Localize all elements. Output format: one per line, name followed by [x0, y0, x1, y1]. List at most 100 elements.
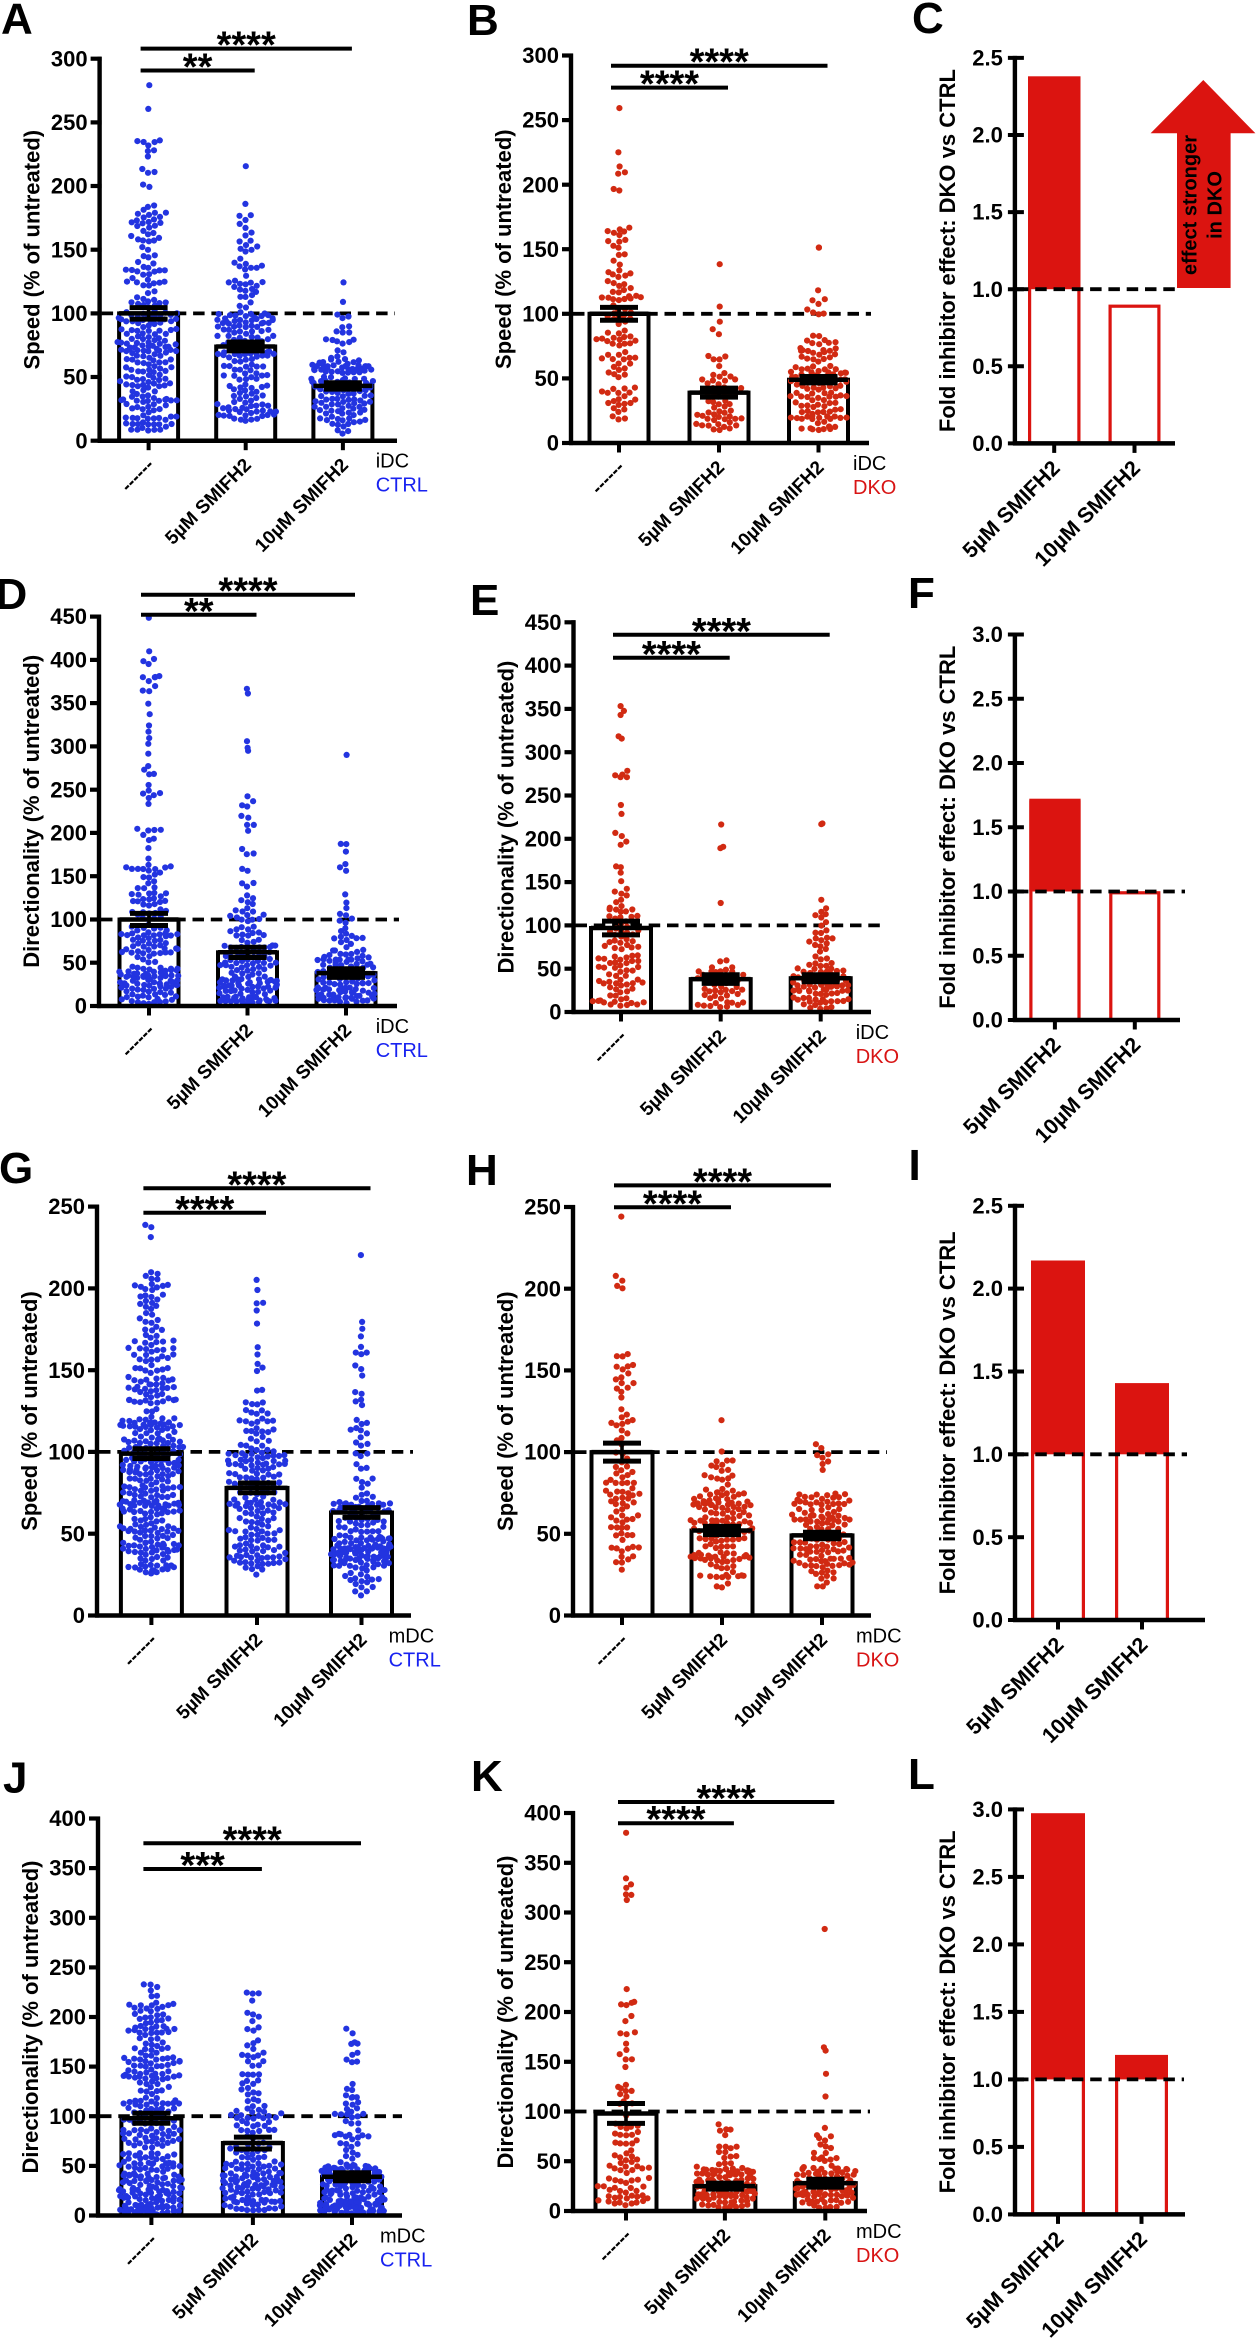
- svg-text:50: 50: [535, 366, 559, 391]
- svg-text:50: 50: [61, 1521, 85, 1546]
- svg-text:50: 50: [62, 2154, 86, 2179]
- svg-text:0.0: 0.0: [972, 1008, 1003, 1033]
- svg-text:Speed (% of untreated): Speed (% of untreated): [493, 1291, 518, 1531]
- svg-text:Speed (% of untreated): Speed (% of untreated): [20, 130, 45, 370]
- svg-text:100: 100: [522, 301, 559, 326]
- svg-text:0: 0: [73, 1603, 85, 1628]
- svg-text:1.0: 1.0: [972, 277, 1003, 302]
- svg-text:250: 250: [525, 783, 562, 808]
- svg-text:250: 250: [49, 1955, 86, 1980]
- svg-text:0: 0: [74, 2203, 86, 2228]
- svg-text:B: B: [467, 0, 499, 45]
- svg-text:CTRL: CTRL: [389, 1650, 441, 1672]
- svg-text:Fold inhibitor effect: DKO vs: Fold inhibitor effect: DKO vs CTRL: [935, 69, 960, 432]
- svg-text:F: F: [908, 569, 935, 618]
- svg-text:effect stronger: effect stronger: [1180, 135, 1202, 275]
- svg-text:Speed (% of untreated): Speed (% of untreated): [17, 1291, 42, 1531]
- svg-text:150: 150: [49, 2054, 86, 2079]
- svg-text:400: 400: [50, 648, 87, 673]
- svg-text:****: ****: [640, 64, 699, 106]
- svg-text:DKO: DKO: [856, 1650, 899, 1672]
- svg-text:D: D: [0, 570, 27, 619]
- svg-text:2.5: 2.5: [972, 1865, 1003, 1890]
- svg-text:mDC: mDC: [856, 1626, 902, 1648]
- svg-text:***: ***: [180, 1845, 225, 1887]
- svg-text:250: 250: [524, 1950, 561, 1975]
- svg-text:iDC: iDC: [856, 1022, 889, 1044]
- svg-text:H: H: [466, 1146, 498, 1195]
- svg-text:200: 200: [48, 1276, 85, 1301]
- svg-text:DKO: DKO: [856, 1046, 899, 1068]
- svg-text:1.5: 1.5: [972, 815, 1003, 840]
- svg-text:400: 400: [525, 653, 562, 678]
- svg-text:Fold inhibitor effect: DKO vs: Fold inhibitor effect: DKO vs CTRL: [935, 646, 960, 1009]
- svg-text:200: 200: [524, 1276, 561, 1301]
- svg-text:0: 0: [75, 428, 87, 453]
- svg-text:250: 250: [524, 1195, 561, 1220]
- svg-text:350: 350: [525, 697, 562, 722]
- svg-text:Speed (% of untreated): Speed (% of untreated): [491, 129, 516, 369]
- svg-text:2.5: 2.5: [972, 1193, 1003, 1218]
- svg-text:****: ****: [643, 1183, 702, 1225]
- svg-text:300: 300: [50, 734, 87, 759]
- svg-text:1.5: 1.5: [972, 200, 1003, 225]
- svg-text:100: 100: [51, 301, 88, 326]
- svg-text:50: 50: [537, 2149, 561, 2174]
- svg-text:**: **: [184, 591, 214, 633]
- svg-text:0: 0: [549, 1603, 561, 1628]
- svg-text:350: 350: [524, 1850, 561, 1875]
- svg-text:iDC: iDC: [376, 1016, 409, 1038]
- svg-text:****: ****: [217, 25, 276, 67]
- svg-text:0.5: 0.5: [972, 943, 1003, 968]
- svg-text:0: 0: [547, 431, 559, 456]
- svg-text:Fold inhibitor effect: DKO vs: Fold inhibitor effect: DKO vs CTRL: [935, 1830, 960, 2193]
- svg-text:150: 150: [525, 870, 562, 895]
- svg-text:2.0: 2.0: [972, 1276, 1003, 1301]
- svg-text:100: 100: [524, 2099, 561, 2124]
- svg-text:200: 200: [525, 826, 562, 851]
- svg-text:400: 400: [524, 1801, 561, 1826]
- svg-text:300: 300: [522, 43, 559, 68]
- svg-text:3.0: 3.0: [972, 622, 1003, 647]
- svg-text:1.5: 1.5: [972, 1359, 1003, 1384]
- svg-text:250: 250: [50, 777, 87, 802]
- svg-text:0: 0: [75, 994, 87, 1019]
- svg-text:100: 100: [48, 1440, 85, 1465]
- svg-text:200: 200: [522, 172, 559, 197]
- svg-text:450: 450: [50, 604, 87, 629]
- svg-text:Fold inhibitor effect: DKO vs: Fold inhibitor effect: DKO vs CTRL: [935, 1231, 960, 1594]
- svg-text:L: L: [908, 1750, 935, 1799]
- svg-text:0.0: 0.0: [972, 431, 1003, 456]
- svg-text:2.0: 2.0: [972, 123, 1003, 148]
- svg-text:250: 250: [48, 1194, 85, 1219]
- svg-text:****: ****: [693, 1161, 752, 1203]
- svg-text:150: 150: [524, 2049, 561, 2074]
- svg-text:****: ****: [646, 1799, 705, 1841]
- svg-text:300: 300: [49, 1905, 86, 1930]
- svg-text:1.0: 1.0: [972, 1442, 1003, 1467]
- svg-text:300: 300: [524, 1900, 561, 1925]
- svg-text:0.5: 0.5: [972, 1525, 1003, 1550]
- svg-text:****: ****: [642, 634, 701, 676]
- svg-text:0.0: 0.0: [972, 2202, 1003, 2227]
- svg-text:CTRL: CTRL: [376, 475, 428, 497]
- svg-text:Directionality (% of untreated: Directionality (% of untreated): [19, 655, 44, 968]
- svg-text:300: 300: [51, 46, 88, 71]
- svg-text:2.5: 2.5: [972, 46, 1003, 71]
- svg-text:150: 150: [522, 237, 559, 262]
- svg-text:A: A: [1, 0, 33, 44]
- svg-text:200: 200: [49, 2005, 86, 2030]
- svg-text:Directionality (% of untreated: Directionality (% of untreated): [494, 661, 519, 974]
- svg-text:50: 50: [537, 1521, 561, 1546]
- svg-text:****: ****: [227, 1164, 286, 1206]
- svg-text:J: J: [3, 1754, 27, 1803]
- svg-text:200: 200: [524, 2000, 561, 2025]
- svg-text:E: E: [470, 576, 499, 625]
- svg-text:1.0: 1.0: [972, 2067, 1003, 2092]
- svg-text:****: ****: [697, 1778, 756, 1820]
- svg-text:I: I: [909, 1141, 921, 1190]
- svg-text:100: 100: [525, 913, 562, 938]
- svg-text:in DKO: in DKO: [1205, 171, 1227, 239]
- svg-text:****: ****: [218, 571, 277, 613]
- svg-text:iDC: iDC: [376, 451, 409, 473]
